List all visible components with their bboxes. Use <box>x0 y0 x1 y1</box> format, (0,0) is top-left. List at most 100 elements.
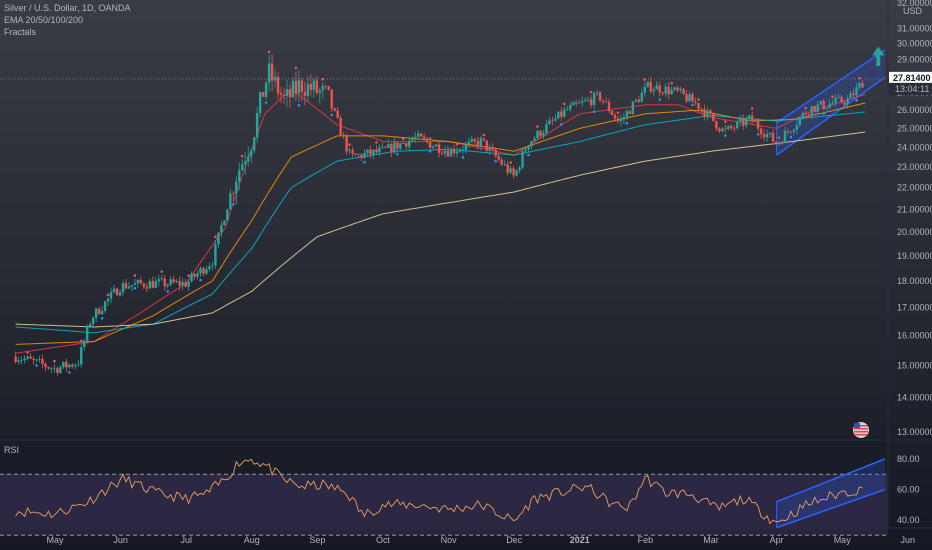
candle[interactable] <box>649 76 652 94</box>
candle[interactable] <box>706 106 709 121</box>
candle[interactable] <box>518 165 521 174</box>
candle[interactable] <box>786 128 790 135</box>
candle[interactable] <box>485 140 488 154</box>
candle[interactable] <box>846 94 849 109</box>
candle[interactable] <box>631 100 635 116</box>
candle[interactable] <box>88 321 92 328</box>
candle[interactable] <box>97 306 101 315</box>
candle[interactable] <box>452 145 456 158</box>
candle[interactable] <box>589 90 593 109</box>
candle[interactable] <box>339 114 342 136</box>
candle[interactable] <box>366 149 369 157</box>
candle[interactable] <box>861 80 864 88</box>
candle[interactable] <box>849 90 852 99</box>
candle[interactable] <box>318 87 321 104</box>
candle[interactable] <box>634 98 638 103</box>
candle[interactable] <box>273 69 277 88</box>
candle[interactable] <box>14 351 17 364</box>
candle[interactable] <box>303 81 307 106</box>
candle[interactable] <box>142 282 146 290</box>
candle[interactable] <box>446 145 450 158</box>
candle[interactable] <box>214 235 217 269</box>
candle[interactable] <box>768 132 772 138</box>
candle[interactable] <box>127 282 131 290</box>
candle[interactable] <box>91 316 95 329</box>
candle[interactable] <box>491 142 494 151</box>
candle[interactable] <box>473 137 477 146</box>
candle[interactable] <box>673 86 676 92</box>
candle[interactable] <box>819 100 822 106</box>
candle[interactable] <box>733 125 736 133</box>
candle[interactable] <box>458 147 462 154</box>
candle[interactable] <box>434 143 438 147</box>
candle[interactable] <box>482 133 486 142</box>
candle[interactable] <box>419 132 423 137</box>
candle[interactable] <box>780 140 784 146</box>
candle[interactable] <box>622 112 626 125</box>
candle[interactable] <box>461 145 465 159</box>
price-channel-fill[interactable] <box>776 49 885 156</box>
candle[interactable] <box>467 137 471 148</box>
candle[interactable] <box>384 146 387 149</box>
candle[interactable] <box>157 274 160 287</box>
candle[interactable] <box>566 105 569 111</box>
candle[interactable] <box>196 270 199 280</box>
candle[interactable] <box>208 262 211 272</box>
candle[interactable] <box>548 117 551 125</box>
candles[interactable] <box>14 50 864 376</box>
candle[interactable] <box>41 354 44 369</box>
candle[interactable] <box>765 129 769 142</box>
candle[interactable] <box>739 115 742 127</box>
price-channel-lower-line[interactable] <box>776 76 886 156</box>
candle[interactable] <box>670 81 673 96</box>
candle[interactable] <box>375 141 378 155</box>
candle[interactable] <box>94 308 98 323</box>
candle[interactable] <box>679 86 682 94</box>
candle[interactable] <box>175 278 178 284</box>
candle[interactable] <box>425 136 429 145</box>
candle[interactable] <box>562 102 566 118</box>
candle[interactable] <box>414 131 417 143</box>
ema-line-ema50[interactable] <box>15 102 866 345</box>
candle[interactable] <box>354 153 357 156</box>
candle[interactable] <box>557 111 560 120</box>
candle[interactable] <box>816 101 819 115</box>
candle[interactable] <box>336 107 339 119</box>
candle[interactable] <box>682 88 685 96</box>
candle[interactable] <box>661 91 664 96</box>
candle[interactable] <box>79 339 83 368</box>
symbol-title[interactable]: Silver / U.S. Dollar, 1D, OANDA <box>4 3 131 13</box>
candle[interactable] <box>312 77 316 98</box>
rsi-channel-fill[interactable] <box>776 459 885 528</box>
candle[interactable] <box>285 79 289 108</box>
candle[interactable] <box>586 96 590 103</box>
candle[interactable] <box>747 114 751 122</box>
candle[interactable] <box>488 143 491 155</box>
candle[interactable] <box>652 86 655 96</box>
candle[interactable] <box>29 353 32 359</box>
candle[interactable] <box>279 87 283 104</box>
indicator-ema-label[interactable]: EMA 20/50/100/200 <box>4 15 84 25</box>
candle[interactable] <box>736 119 739 130</box>
candle[interactable] <box>139 276 143 285</box>
candle[interactable] <box>20 356 23 365</box>
candle[interactable] <box>834 94 837 107</box>
candle[interactable] <box>372 149 375 160</box>
candle[interactable] <box>700 108 703 114</box>
candle[interactable] <box>103 300 107 314</box>
up-arrow-icon[interactable] <box>872 46 885 66</box>
candle[interactable] <box>282 87 286 105</box>
candle[interactable] <box>244 152 247 175</box>
candle[interactable] <box>592 91 596 114</box>
candle[interactable] <box>23 355 26 364</box>
candle[interactable] <box>306 75 310 102</box>
candle[interactable] <box>428 137 432 153</box>
candle[interactable] <box>852 88 855 99</box>
rsi-line[interactable] <box>15 458 863 525</box>
candle[interactable] <box>527 146 530 157</box>
candle[interactable] <box>187 274 190 291</box>
candle[interactable] <box>124 278 128 290</box>
candle[interactable] <box>172 275 175 284</box>
candle[interactable] <box>536 125 539 140</box>
